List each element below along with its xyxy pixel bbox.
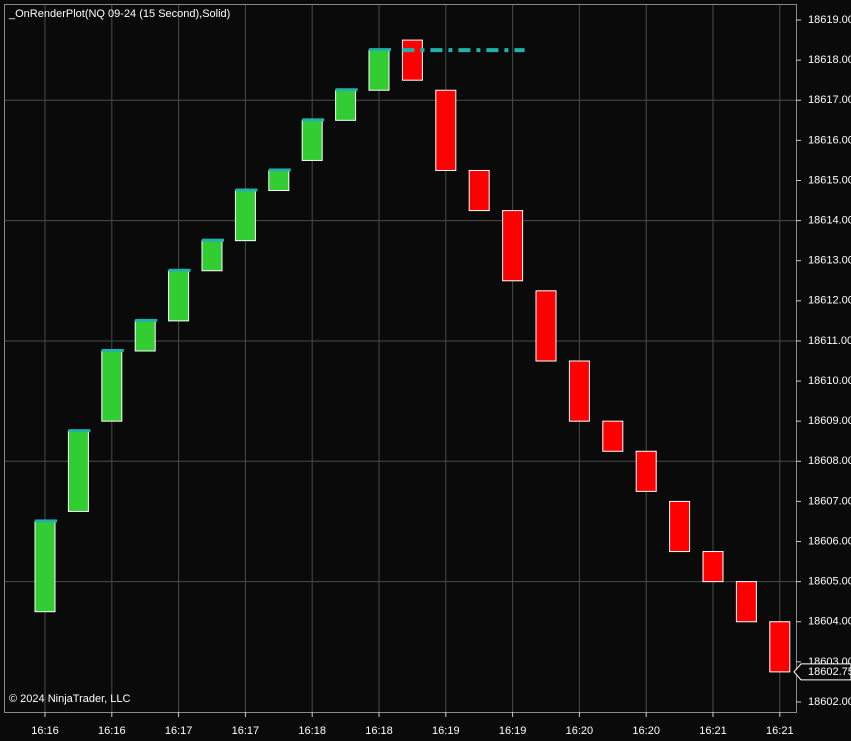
- down-bar: [669, 500, 691, 553]
- x-tick-label: 16:20: [566, 725, 594, 737]
- x-tick-label: 16:19: [499, 725, 527, 737]
- chart-title: _OnRenderPlot(NQ 09-24 (15 Second),Solid…: [8, 8, 230, 20]
- y-tick-label: 18611.00: [808, 335, 851, 347]
- up-bar: [67, 430, 89, 512]
- x-tick-label: 16:17: [232, 725, 260, 737]
- y-tick-label: 18606.00: [808, 535, 851, 547]
- last-price-box: [793, 663, 851, 681]
- axes: 18602.0018603.0018604.0018605.0018606.00…: [31, 14, 851, 737]
- x-tick-label: 16:20: [632, 725, 660, 737]
- x-tick-label: 16:18: [298, 725, 326, 737]
- plot-cap: [268, 168, 291, 172]
- y-tick-label: 18617.00: [808, 94, 851, 106]
- plot-cap: [335, 88, 358, 92]
- down-bar: [502, 210, 524, 282]
- down-bar: [401, 39, 423, 81]
- plot-cap: [68, 429, 91, 433]
- y-tick-label: 18613.00: [808, 255, 851, 267]
- up-bar: [201, 240, 223, 272]
- y-tick-label: 18602.00: [808, 696, 851, 708]
- down-bar: [602, 420, 624, 452]
- copyright: © 2024 NinjaTrader, LLC: [9, 693, 130, 705]
- up-bar: [134, 320, 156, 352]
- plot-cap: [101, 348, 124, 352]
- y-tick-label: 18607.00: [808, 495, 851, 507]
- down-bar: [702, 551, 724, 583]
- down-bar: [769, 621, 791, 673]
- plot-cap: [235, 188, 258, 192]
- y-tick-label: 18618.00: [808, 54, 851, 66]
- down-bar: [435, 89, 457, 171]
- up-bar: [335, 89, 357, 121]
- plot-cap: [369, 48, 391, 52]
- down-bar: [468, 169, 490, 212]
- x-tick-label: 16:17: [165, 725, 193, 737]
- x-tick-label: 16:21: [699, 725, 727, 737]
- y-tick-label: 18614.00: [808, 215, 851, 227]
- y-tick-label: 18616.00: [808, 134, 851, 146]
- y-tick-label: 18609.00: [808, 415, 851, 427]
- x-tick-label: 16:21: [766, 725, 794, 737]
- y-tick-label: 18604.00: [808, 616, 851, 628]
- plot-cap: [35, 519, 57, 523]
- plot-cap: [135, 318, 158, 322]
- up-bar: [301, 119, 323, 161]
- plot-frame: [4, 4, 797, 713]
- x-tick-label: 16:19: [432, 725, 460, 737]
- down-bar: [735, 581, 757, 623]
- x-tick-label: 16:18: [365, 725, 393, 737]
- up-bar: [168, 270, 190, 322]
- plot-cap: [168, 268, 191, 272]
- y-tick-label: 18612.00: [808, 295, 851, 307]
- plot-cap: [202, 238, 224, 242]
- y-tick-label: 18619.00: [808, 14, 851, 26]
- marks: [34, 39, 791, 673]
- down-bar: [568, 360, 590, 422]
- up-bar: [268, 169, 290, 192]
- up-bar: [34, 520, 56, 613]
- up-bar: [368, 49, 390, 91]
- y-tick-label: 18615.00: [808, 174, 851, 186]
- down-bar: [535, 290, 557, 362]
- x-tick-label: 16:16: [98, 725, 126, 737]
- last-price-label: 18602.75: [808, 666, 851, 678]
- up-bar: [101, 350, 123, 422]
- y-tick-label: 18605.00: [808, 576, 851, 588]
- y-tick-label: 18608.00: [808, 455, 851, 467]
- up-bar: [234, 190, 256, 242]
- down-bar: [635, 450, 657, 492]
- x-tick-label: 16:16: [31, 725, 59, 737]
- plot-cap: [302, 118, 325, 122]
- y-tick-label: 18610.00: [808, 375, 851, 387]
